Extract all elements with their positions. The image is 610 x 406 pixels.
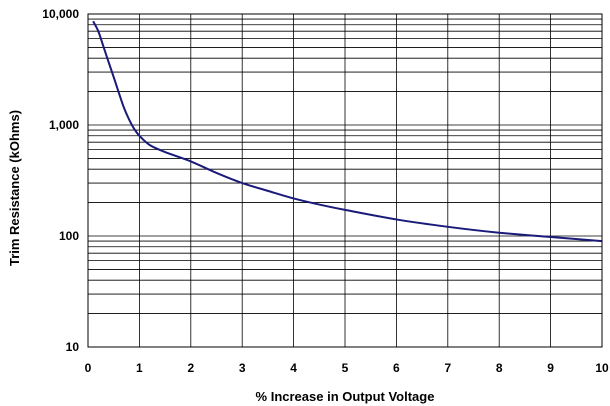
y-tick-label: 1,000 xyxy=(49,118,79,132)
x-tick-label: 1 xyxy=(136,361,143,375)
y-axis-label: Trim Resistance (kOhms) xyxy=(7,110,22,266)
x-tick-label: 3 xyxy=(239,361,246,375)
x-axis-label: % Increase in Output Voltage xyxy=(256,389,435,404)
x-tick-label: 2 xyxy=(187,361,194,375)
x-tick-label: 9 xyxy=(547,361,554,375)
grid xyxy=(87,13,603,348)
x-tick-label: 7 xyxy=(444,361,451,375)
y-tick-label: 10,000 xyxy=(42,7,79,21)
x-tick-label: 4 xyxy=(290,361,297,375)
x-tick-label: 6 xyxy=(393,361,400,375)
x-tick-label: 0 xyxy=(85,361,92,375)
x-tick-label: 5 xyxy=(342,361,349,375)
y-tick-label: 10 xyxy=(66,340,80,354)
y-tick-label: 100 xyxy=(59,229,79,243)
series-line xyxy=(92,20,603,243)
tick-labels: 0 1 2 3 4 5 6 7 8 9 10 10 100 1,000 10,000 xyxy=(42,7,609,375)
x-tick-label: 8 xyxy=(496,361,503,375)
plot-frame xyxy=(87,13,603,348)
x-tick-label: 10 xyxy=(595,361,609,375)
